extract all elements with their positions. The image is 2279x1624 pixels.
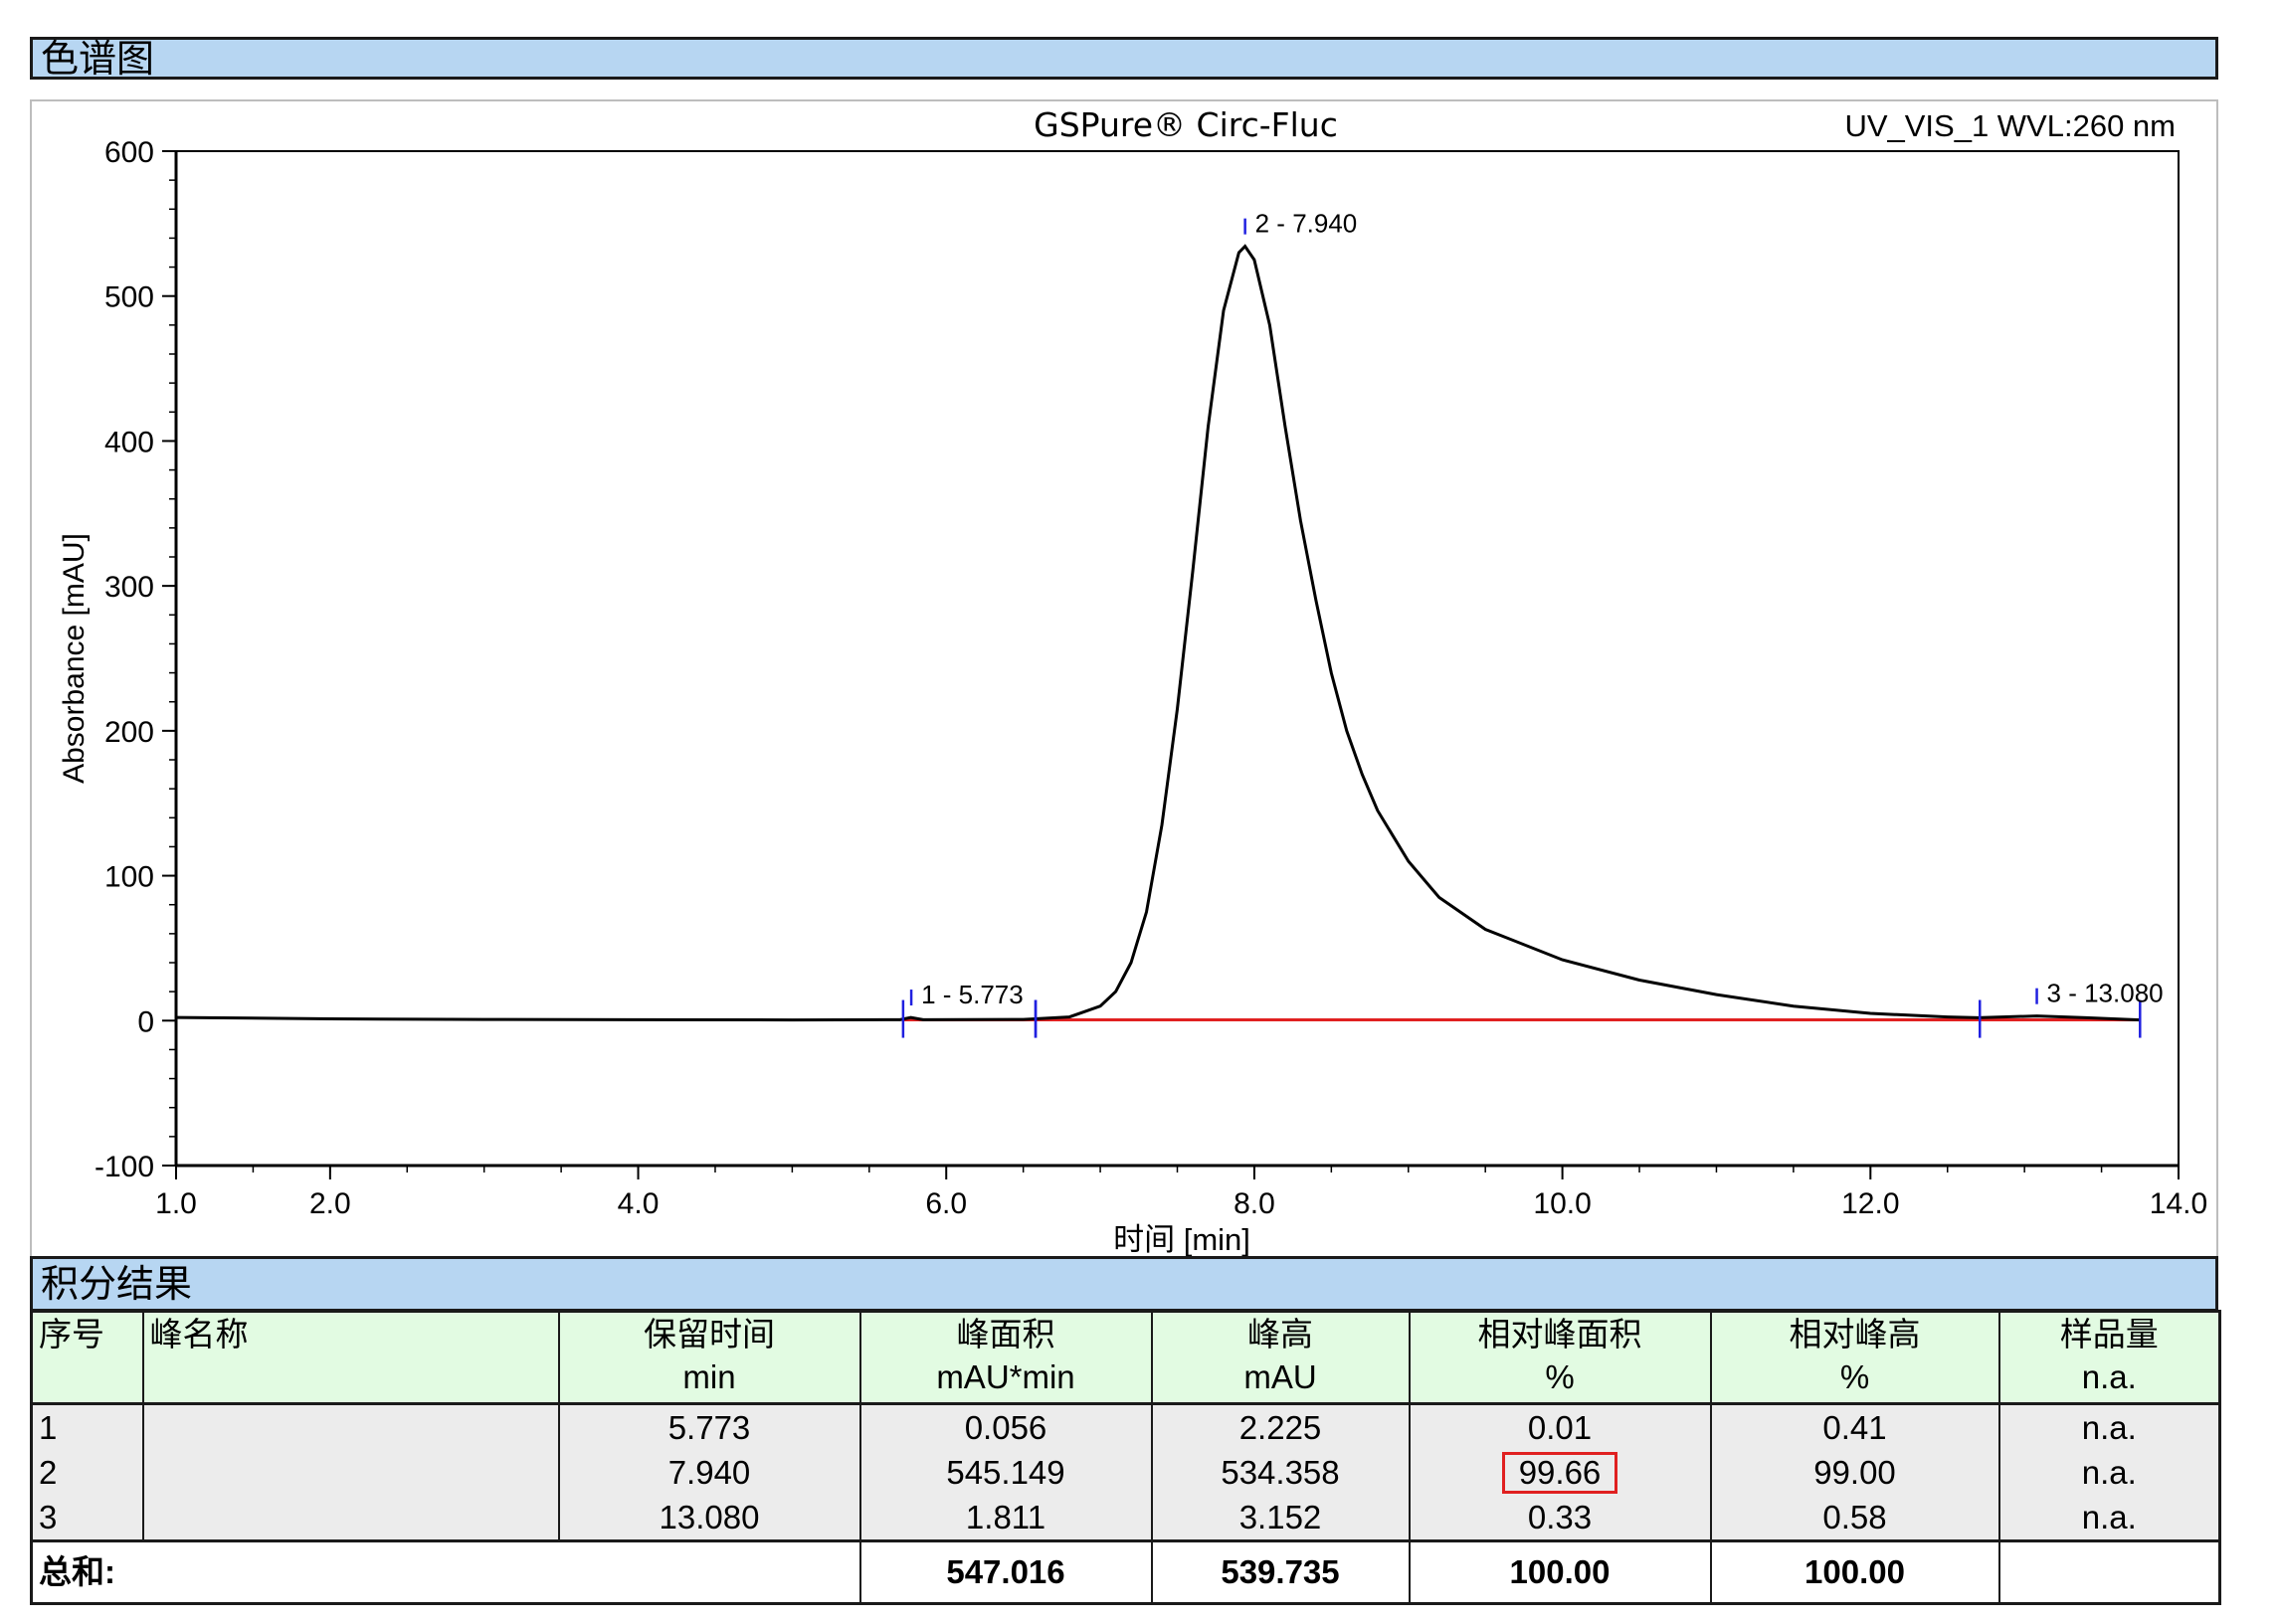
cell-relative-area: 0.33: [1408, 1495, 1711, 1542]
cell-peak-area: 0.056: [858, 1403, 1152, 1450]
x-tick-label: 10.0: [1533, 1187, 1591, 1220]
header-relative-area: 相对峰面积: [1408, 1311, 1711, 1357]
integration-results-table: 序号 峰名称 保留时间 峰面积 峰高 相对峰面积 相对峰高 样品量 min mA…: [30, 1310, 2221, 1605]
unit-peak-height: mAU: [1150, 1357, 1410, 1405]
y-tick-label: 400: [104, 426, 154, 458]
cell-peak-height: 534.358: [1150, 1450, 1410, 1495]
cell-index: 1: [30, 1403, 143, 1450]
header-index: 序号: [30, 1311, 143, 1357]
table-row: 2 7.940 545.149 534.358 99.66 99.00 n.a.: [30, 1450, 2220, 1495]
total-relative-height: 100.00: [1709, 1540, 1999, 1604]
x-tick-label: 8.0: [1234, 1187, 1275, 1220]
chromatogram-chart: GSPure® Circ-Fluc UV_VIS_1 WVL:260 nm Ab…: [58, 105, 2207, 1257]
cell-peak-height: 2.225: [1150, 1403, 1410, 1450]
x-tick-label: 12.0: [1841, 1187, 1899, 1220]
cell-peak-area: 545.149: [858, 1450, 1152, 1495]
header-peak-area: 峰面积: [858, 1311, 1152, 1357]
cell-peak-name: [141, 1403, 559, 1450]
total-relative-area: 100.00: [1408, 1540, 1711, 1604]
header-peak-height: 峰高: [1150, 1311, 1410, 1357]
unit-retention-time: min: [557, 1357, 860, 1405]
total-area: 547.016: [858, 1540, 1152, 1604]
cell-retention-time: 5.773: [557, 1403, 860, 1450]
cell-sample-amount: n.a.: [1997, 1450, 2220, 1495]
cell-peak-area: 1.811: [858, 1495, 1152, 1542]
unit-peak-area: mAU*min: [858, 1357, 1152, 1405]
cell-relative-area: 0.01: [1408, 1403, 1711, 1450]
header-sample-amount: 样品量: [1997, 1311, 2220, 1357]
cell-relative-height: 0.58: [1709, 1495, 1999, 1542]
cell-peak-name: [141, 1450, 559, 1495]
x-tick-label: 6.0: [925, 1187, 967, 1220]
cell-index: 3: [30, 1495, 143, 1542]
cell-sample-amount: n.a.: [1997, 1403, 2220, 1450]
chromatogram-section-header: 色谱图: [30, 37, 2218, 80]
unit-peak-name: [141, 1357, 559, 1405]
y-tick-label: 600: [104, 136, 154, 169]
y-tick-label: -100: [95, 1151, 154, 1183]
chromatogram-chart-frame: GSPure® Circ-Fluc UV_VIS_1 WVL:260 nm Ab…: [30, 99, 2218, 1257]
cell-peak-name: [141, 1495, 559, 1542]
y-tick-label: 500: [104, 281, 154, 314]
peak-label: 2 - 7.940: [1255, 209, 1358, 239]
unit-relative-area: %: [1408, 1357, 1711, 1405]
x-axis-label: 时间 [min]: [1113, 1222, 1250, 1257]
chromatogram-trace: [175, 244, 2141, 1022]
y-tick-label: 100: [104, 861, 154, 894]
header-retention-time: 保留时间: [557, 1311, 860, 1357]
chart-title: GSPure® Circ-Fluc: [1034, 105, 1338, 144]
cell-index: 2: [30, 1450, 143, 1495]
y-axis-label: Absorbance [mAU]: [58, 533, 91, 784]
x-tick-label: 14.0: [2150, 1187, 2207, 1220]
x-tick-label: 1.0: [155, 1187, 197, 1220]
highlighted-relative-area: 99.66: [1501, 1452, 1618, 1494]
header-relative-height: 相对峰高: [1709, 1311, 1999, 1357]
cell-relative-area: 99.66: [1408, 1450, 1711, 1495]
cell-relative-height: 99.00: [1709, 1450, 1999, 1495]
total-sample-amount: [1997, 1540, 2220, 1604]
unit-relative-height: %: [1709, 1357, 1999, 1405]
header-peak-name: 峰名称: [141, 1311, 559, 1357]
integration-section-header: 积分结果: [30, 1256, 2218, 1312]
table-row: 3 13.080 1.811 3.152 0.33 0.58 n.a.: [30, 1495, 2220, 1542]
x-tick-label: 2.0: [309, 1187, 351, 1220]
y-tick-label: 200: [104, 716, 154, 749]
cell-peak-height: 3.152: [1150, 1495, 1410, 1542]
table-row: 1 5.773 0.056 2.225 0.01 0.41 n.a.: [30, 1403, 2220, 1450]
total-row: 总和: 547.016 539.735 100.00 100.00: [30, 1540, 2220, 1604]
cell-relative-height: 0.41: [1709, 1403, 1999, 1450]
x-tick-label: 4.0: [618, 1187, 660, 1220]
peak-label: 1 - 5.773: [921, 980, 1024, 1009]
detector-label: UV_VIS_1 WVL:260 nm: [1844, 108, 2176, 143]
total-height: 539.735: [1150, 1540, 1410, 1604]
cell-sample-amount: n.a.: [1997, 1495, 2220, 1542]
total-label: 总和:: [30, 1540, 860, 1604]
unit-index: [30, 1357, 143, 1405]
y-tick-label: 300: [104, 571, 154, 604]
cell-retention-time: 13.080: [557, 1495, 860, 1542]
cell-retention-time: 7.940: [557, 1450, 860, 1495]
unit-sample-amount: n.a.: [1997, 1357, 2220, 1405]
peak-label: 3 - 13.080: [2047, 979, 2164, 1008]
y-tick-label: 0: [137, 1005, 154, 1038]
